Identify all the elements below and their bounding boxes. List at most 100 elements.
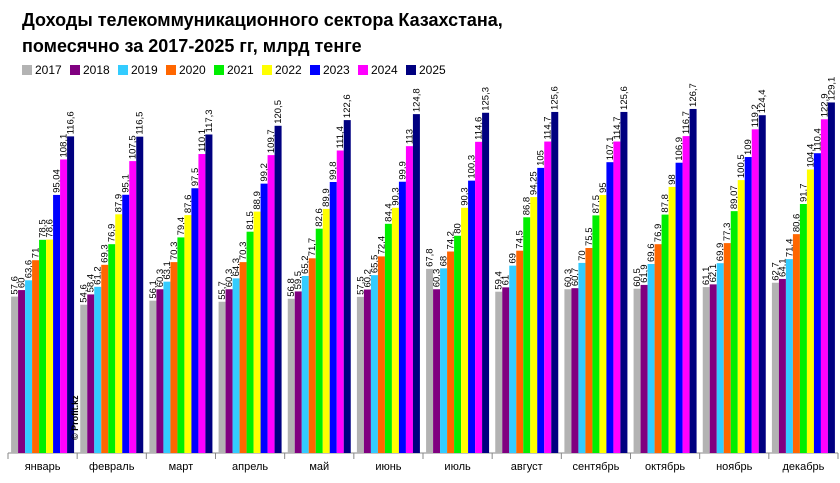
bar: [730, 211, 738, 453]
bar: [592, 215, 600, 453]
bar: [363, 289, 371, 453]
bar: [87, 294, 95, 453]
legend-label: 2017: [35, 63, 62, 77]
value-label: 74,2: [446, 231, 457, 250]
bar: [523, 217, 531, 453]
legend-label: 2021: [227, 63, 254, 77]
watermark: © Profit.kz: [70, 395, 80, 440]
value-label: 99,9: [397, 161, 408, 180]
bar: [620, 111, 628, 453]
bar: [177, 237, 185, 453]
bar: [274, 125, 282, 454]
bar: [412, 114, 420, 454]
bar: [613, 141, 621, 453]
legend-swatch: [118, 65, 128, 75]
bar: [336, 150, 344, 453]
legend-swatch: [70, 65, 80, 75]
bar: [32, 260, 40, 453]
x-tick-label: март: [169, 461, 194, 473]
bar: [205, 134, 213, 453]
bar: [329, 182, 337, 453]
value-label: 104,4: [805, 144, 816, 168]
value-label: 119,2: [750, 104, 761, 127]
value-label: 57,6: [10, 276, 21, 295]
bar: [509, 265, 517, 453]
x-tick-label: ноябрь: [716, 461, 753, 473]
value-label: 90,3: [390, 187, 401, 206]
value-label: 91,7: [798, 183, 809, 202]
bar: [468, 180, 476, 454]
bar: [792, 234, 800, 453]
bar: [661, 214, 669, 453]
value-label: 57,5: [355, 276, 366, 295]
value-label: 59,4: [494, 271, 505, 290]
bar: [108, 244, 116, 453]
value-label: 89,07: [729, 185, 740, 209]
bar: [537, 167, 545, 453]
value-label: 87,9: [114, 194, 125, 213]
value-label: 60,3: [563, 269, 574, 288]
bar: [495, 291, 503, 453]
value-label: 60,2: [362, 269, 373, 288]
value-label: 82,6: [314, 208, 325, 227]
bar: [433, 289, 441, 453]
bar: [454, 235, 462, 453]
value-label: 110,4: [812, 128, 823, 151]
bar: [101, 264, 109, 453]
bar: [322, 208, 330, 453]
bar: [709, 284, 717, 453]
bar: [475, 141, 483, 453]
bar: [502, 287, 510, 453]
bar: [813, 153, 821, 453]
value-label: 65,2: [300, 255, 311, 274]
bar: [149, 300, 157, 453]
value-label: 61,2: [93, 266, 104, 285]
bar: [184, 215, 192, 453]
bar: [744, 157, 752, 453]
value-label: 76,9: [653, 224, 664, 243]
bar: [301, 275, 309, 453]
legend-label: 2018: [83, 63, 110, 77]
value-label: 88,9: [252, 191, 263, 210]
value-label: 69,6: [646, 244, 657, 263]
value-label: 80,6: [791, 214, 802, 233]
bar: [675, 162, 683, 453]
bar: [225, 289, 233, 453]
bar: [516, 250, 524, 453]
legend-swatch: [406, 65, 416, 75]
bar: [253, 211, 261, 453]
value-label: 71,4: [784, 239, 795, 258]
legend-swatch: [166, 65, 176, 75]
value-label: 62,7: [770, 262, 781, 281]
value-label: 61,1: [701, 267, 712, 286]
bar: [668, 186, 676, 453]
value-label: 69,9: [715, 243, 726, 262]
bar: [11, 296, 19, 453]
value-label: 77,3: [722, 223, 733, 242]
value-label: 72,4: [376, 236, 387, 255]
bar: [246, 231, 254, 453]
bar: [544, 141, 552, 453]
bar: [170, 262, 178, 453]
value-label: 116,7: [681, 111, 692, 134]
value-label: 95,1: [121, 174, 132, 193]
value-label: 126,7: [688, 83, 699, 107]
chart-title: помесячно за 2017-2025 гг, млрд тенге: [22, 36, 362, 56]
value-label: 95,04: [52, 169, 63, 193]
bar: [232, 278, 240, 453]
legend-label: 2024: [371, 63, 398, 77]
bar: [80, 304, 88, 453]
bar: [482, 112, 490, 454]
value-label: 114,6: [474, 117, 485, 140]
bar: [606, 162, 614, 453]
bar: [163, 281, 171, 453]
value-label: 116,6: [66, 111, 77, 134]
bar: [46, 239, 54, 453]
bar: [136, 136, 144, 453]
value-label: 106,9: [674, 137, 685, 161]
value-label: 87,6: [183, 195, 194, 214]
value-label: 113: [404, 129, 415, 144]
legend-swatch: [310, 65, 320, 75]
value-label: 124,8: [411, 88, 422, 112]
